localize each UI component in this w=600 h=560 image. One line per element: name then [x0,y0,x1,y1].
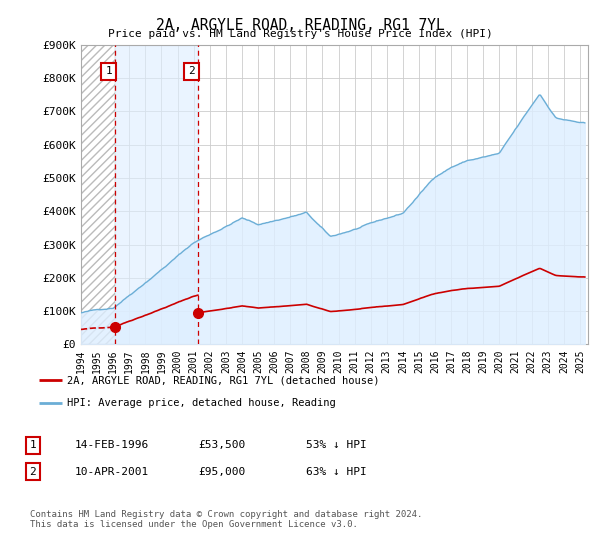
Text: Contains HM Land Registry data © Crown copyright and database right 2024.
This d: Contains HM Land Registry data © Crown c… [30,510,422,529]
Text: 14-FEB-1996: 14-FEB-1996 [75,440,149,450]
Text: £95,000: £95,000 [198,466,245,477]
Text: 10-APR-2001: 10-APR-2001 [75,466,149,477]
Text: 2A, ARGYLE ROAD, READING, RG1 7YL: 2A, ARGYLE ROAD, READING, RG1 7YL [155,18,445,33]
Text: 53% ↓ HPI: 53% ↓ HPI [306,440,367,450]
Text: 2: 2 [188,67,195,76]
Text: 2: 2 [29,466,37,477]
Text: Price paid vs. HM Land Registry's House Price Index (HPI): Price paid vs. HM Land Registry's House … [107,29,493,39]
Text: HPI: Average price, detached house, Reading: HPI: Average price, detached house, Read… [67,398,336,408]
Text: 1: 1 [106,67,112,76]
Bar [81,45,115,344]
Text: 1: 1 [29,440,37,450]
Text: 2A, ARGYLE ROAD, READING, RG1 7YL (detached house): 2A, ARGYLE ROAD, READING, RG1 7YL (detac… [67,375,380,385]
Bar [81,45,115,344]
Text: 63% ↓ HPI: 63% ↓ HPI [306,466,367,477]
Bar [81,45,198,344]
Text: £53,500: £53,500 [198,440,245,450]
